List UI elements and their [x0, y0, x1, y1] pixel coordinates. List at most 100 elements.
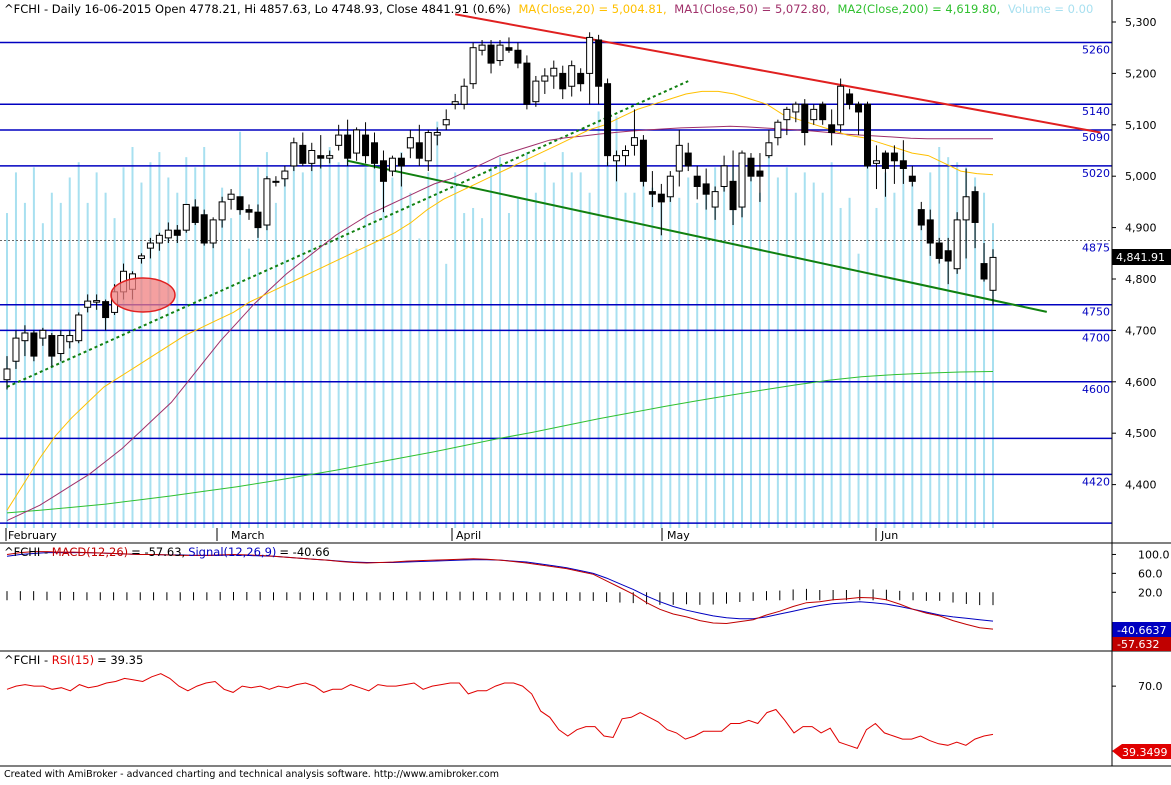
- volume-bar: [651, 187, 654, 528]
- candle-body: [639, 139, 647, 182]
- candle-body: [774, 121, 782, 139]
- candle-body: [523, 62, 531, 105]
- candle-body: [137, 255, 145, 259]
- candle-body: [505, 47, 513, 51]
- level-label: 5260: [1082, 44, 1110, 57]
- candle-body: [881, 152, 889, 169]
- volume-bar: [256, 167, 259, 528]
- volume-bar: [516, 197, 519, 529]
- price-tick-label: 4,500: [1125, 427, 1157, 440]
- volume-bar: [830, 162, 833, 529]
- volume-bar: [41, 223, 44, 528]
- volume-bar: [705, 192, 708, 528]
- macd-label: MACD(12,26): [52, 545, 128, 559]
- candle-body: [397, 157, 405, 167]
- volume-bar: [328, 147, 331, 528]
- candle-body: [657, 193, 665, 203]
- volume-bar: [265, 152, 268, 528]
- ma20-label: MA(Close,20) = 5,004.81,: [518, 2, 666, 16]
- volume-bar: [749, 177, 752, 529]
- volume-bar: [687, 177, 690, 529]
- volume-bar: [983, 192, 986, 528]
- volume-bar: [149, 162, 152, 529]
- volume-bar: [794, 192, 797, 528]
- rsi-label: RSI(15): [52, 653, 94, 667]
- candle-body: [281, 170, 289, 180]
- candle-body: [388, 157, 396, 172]
- price-tick-label: 4,600: [1125, 376, 1157, 389]
- volume-bar: [642, 141, 645, 529]
- volume-bar: [606, 162, 609, 529]
- volume-bar: [723, 177, 726, 529]
- price-tick-label: 5,300: [1125, 16, 1157, 29]
- candle-body: [48, 335, 56, 357]
- volume-bar: [230, 218, 233, 528]
- candle-body: [828, 124, 836, 134]
- volume-bar: [364, 167, 367, 528]
- volume-bars: [6, 111, 994, 529]
- volume-bar: [938, 147, 941, 528]
- candle-body: [344, 134, 352, 159]
- candle-body: [810, 108, 818, 121]
- uptrend-dashed-line: [6, 80, 689, 388]
- volume-bar: [570, 172, 573, 528]
- candle-body: [84, 300, 92, 308]
- candle-body: [191, 206, 199, 223]
- volume-bar: [821, 192, 824, 528]
- candle-body: [218, 201, 226, 221]
- candle-body: [487, 44, 495, 64]
- volume-bar: [552, 182, 555, 528]
- volume-bar: [131, 147, 134, 528]
- last-price-badge: [1112, 249, 1171, 265]
- svg-text:^FCHI - MACD(12,26)= -57.63,Si: ^FCHI - MACD(12,26) = -57.63, Signal(12,26…: [4, 545, 330, 559]
- level-label: 4750: [1082, 306, 1110, 319]
- volume-bar: [212, 223, 215, 528]
- candle-body: [514, 49, 522, 64]
- volume-bar: [615, 116, 618, 529]
- candle-body: [666, 175, 674, 198]
- macd-tick-label: 100.0: [1138, 548, 1170, 561]
- candle-body: [335, 134, 343, 146]
- volume-bar: [785, 167, 788, 528]
- macd-tick-label: 20.0: [1138, 586, 1163, 599]
- macd-line: [6, 551, 994, 630]
- level-label: 4700: [1082, 331, 1110, 344]
- candle-body: [424, 132, 432, 162]
- volume-bar: [848, 197, 851, 529]
- volume-bar: [248, 248, 251, 528]
- price-tick-label: 4,700: [1125, 324, 1157, 337]
- candle-body: [317, 155, 325, 159]
- candle-body: [245, 209, 253, 213]
- signal-value: = -40.66: [279, 545, 329, 559]
- candle-body: [756, 170, 764, 177]
- candle-body: [254, 211, 262, 229]
- candle-body: [75, 314, 83, 342]
- candle-body: [290, 142, 298, 167]
- volume-bar: [911, 182, 914, 528]
- candle-body: [541, 75, 549, 82]
- candle-body: [379, 160, 387, 182]
- candle-body: [39, 329, 47, 339]
- candle-body: [415, 142, 423, 159]
- ma200-label: MA2(Close,200) = 4,619.80,: [837, 2, 1000, 16]
- candle-body: [173, 229, 181, 236]
- volume-bar: [472, 207, 475, 528]
- signal-badge: [1112, 622, 1171, 637]
- volume-bar: [490, 167, 493, 528]
- rsi-prefix: ^FCHI -: [4, 653, 52, 667]
- candle-body: [263, 178, 271, 226]
- grid-lines: [5, 528, 877, 541]
- volume-bar: [319, 157, 322, 528]
- volume-bar: [875, 207, 878, 528]
- level-label: 5020: [1082, 167, 1110, 180]
- candle-body: [272, 180, 280, 183]
- candle-body: [738, 152, 746, 208]
- volume-bar: [866, 157, 869, 528]
- volume-bar: [588, 192, 591, 528]
- price-axis: 5,300 5,200 5,100 5,000 4,900 4,800 4,700 4,600…: [1112, 16, 1157, 492]
- rsi-line: [6, 673, 994, 750]
- candle-body: [765, 142, 773, 157]
- volume-bar: [633, 192, 636, 528]
- candle-body: [155, 234, 163, 244]
